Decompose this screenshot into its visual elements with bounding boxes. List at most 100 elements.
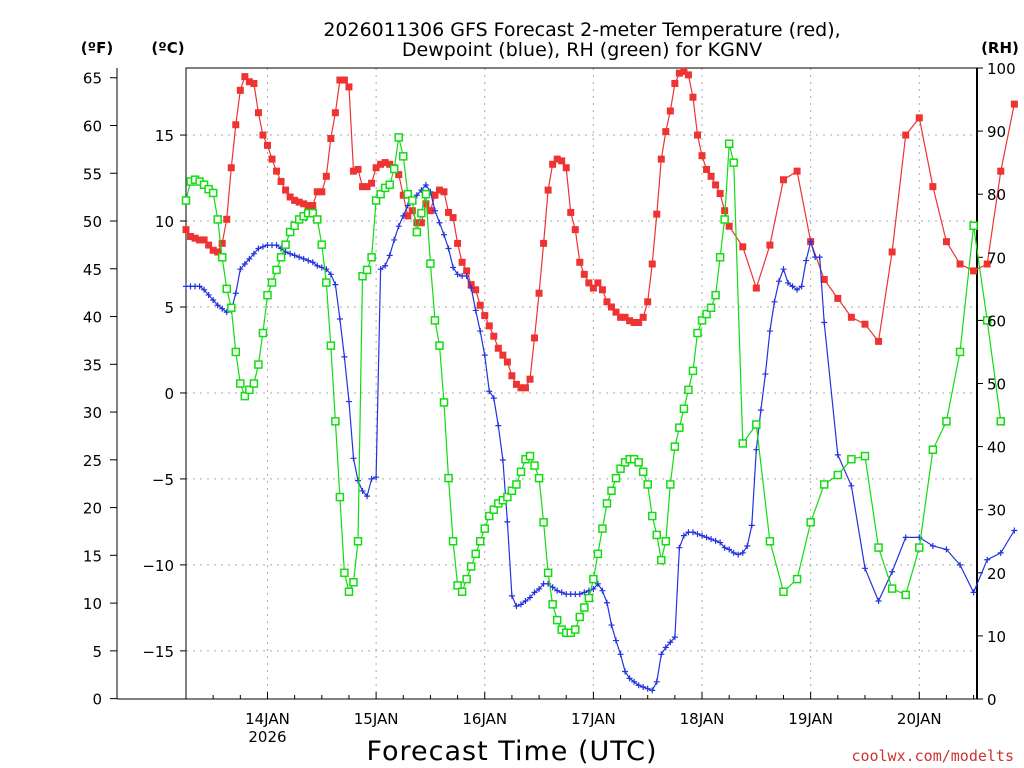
temperature-point [218,239,226,247]
rh-point [647,511,657,521]
temperature-point [286,193,294,201]
dewpoint-point [1011,527,1018,534]
temperature-point [680,67,688,75]
credit-link[interactable]: coolwx.com/modelts [851,747,1014,765]
celsius-tick-label: 10 [155,213,174,231]
dewpoint-point [355,477,362,484]
fahrenheit-tick-label: 30 [83,404,102,422]
temperature-point [481,312,489,320]
temperature-point [942,238,950,246]
dewpoint-point [436,219,443,226]
dewpoint-point [232,290,239,297]
rh-point [693,328,702,338]
temperature-point [291,196,299,204]
temperature-point [653,210,661,218]
rh-point [552,615,562,625]
rh-point [729,158,738,167]
temperature-point [236,86,244,94]
temperature-point [245,78,253,86]
rh-point [715,253,725,262]
rh-point [512,480,521,489]
dewpoint-point [527,594,534,601]
dewpoint-point [558,589,565,596]
temperature-point [354,165,362,173]
dewpoint-point [400,212,407,219]
dewpoint-point [531,589,538,596]
rh-point [471,549,480,559]
rh-point [684,385,693,395]
temperature-point [635,318,643,326]
temperature-point [562,164,570,172]
temperature-point [254,109,262,117]
x-tick-label: 17JAN [571,710,616,728]
dewpoint-point [943,546,950,553]
fahrenheit-tick-label: 15 [83,547,102,565]
data-series [181,67,1018,694]
temperature-point [454,239,462,247]
rh-point [417,208,426,218]
axes [110,67,983,700]
rh-point [711,290,720,300]
dewpoint-point [332,281,339,288]
rh-point [525,451,535,461]
temperature-point [250,79,258,87]
dewpoint-point [603,599,610,606]
x-tick-label: 20JAN [897,710,942,728]
rh-tick-label: 60 [987,312,1006,330]
rh-point [281,240,290,249]
temperature-point [372,164,380,172]
temperature-point [395,171,403,179]
dewpoint-point [640,683,647,690]
rh-point [702,309,711,319]
rh-point [290,221,299,230]
rh-point [331,417,340,426]
temperature-point [336,76,344,84]
rh-point [426,259,435,268]
temperature-point [503,358,511,366]
temperature-point [712,181,720,189]
rh-point [598,524,607,533]
rh-tick-label: 100 [987,60,1016,78]
temperature-point [594,279,602,287]
dewpoint-point [617,651,624,658]
temperature-point [997,167,1005,175]
dewpoint-point [613,637,620,644]
dewpoint-point [631,678,638,685]
temperature-point [752,284,760,292]
temperature-point [458,258,466,266]
rh-point [439,398,449,407]
temperature-point [607,303,615,311]
fahrenheit-tick-label: 50 [83,213,102,231]
rh-point [847,454,856,464]
rh-point [326,341,336,350]
dewpoint-point [350,455,357,462]
temperature-point [526,375,534,383]
rh-point [833,470,843,480]
rh-tick-label: 70 [987,249,1006,267]
temperature-line [185,70,1015,389]
temperature-point [915,114,923,122]
temperature-point [703,165,711,173]
dewpoint-point [513,603,520,610]
rh-point [503,492,512,502]
dewpoint-point [653,678,660,685]
dewpoint-point [477,328,484,335]
rh-point [475,537,485,546]
temperature-point [273,167,281,175]
temperature-point [472,286,480,294]
dewpoint-point [794,286,801,293]
rh-point [611,473,621,483]
dewpoint-point [658,651,665,658]
temperature-point [295,198,303,206]
dewpoint-point [499,457,506,464]
rh-point [697,316,707,325]
dewpoint-point [798,283,805,290]
temperature-point [707,172,715,180]
temperature-point [232,121,240,129]
rh-point [322,278,331,287]
rh-point [507,486,517,496]
celsius-tick-label: 5 [164,299,174,317]
rh-point [675,423,684,432]
temperature-point [431,191,439,199]
